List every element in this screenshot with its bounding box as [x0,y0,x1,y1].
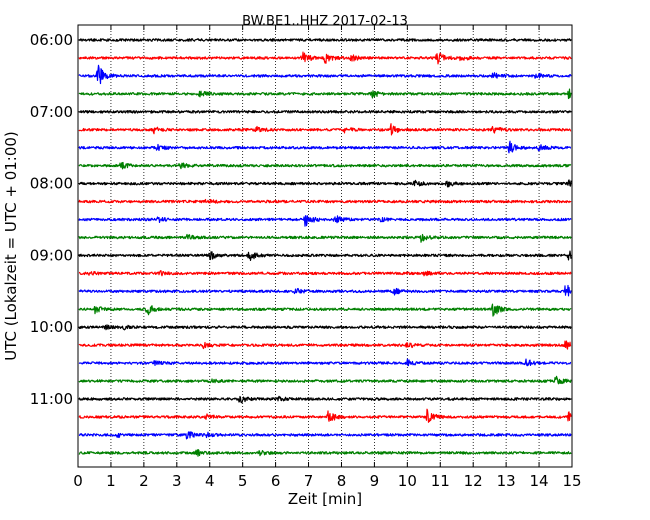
x-tick-label: 6 [271,472,281,490]
trace-1100 [78,395,572,404]
y-tick-label: 06:00 [30,31,73,49]
trace-0700 [78,110,572,114]
chart-title: BW.BE1..HHZ 2017-02-13 [242,14,408,29]
trace-0730 [78,140,572,154]
y-tick-label: 09:00 [30,246,73,264]
y-tick-label: 08:00 [30,175,73,193]
trace-1015 [78,340,572,350]
x-axis-label: Zeit [min] [288,490,362,508]
trace-0645 [78,88,572,100]
y-tick-label: 11:00 [30,390,73,408]
axes: 0 1 2 3 4 5 6 7 8 9 10 11 12 13 14 1506:0007:0008:0009:… [30,25,582,490]
x-tick-label: 15 [562,472,581,490]
y-tick-label: 10:00 [30,318,73,336]
trace-0745 [78,161,572,170]
x-tick-label: 10 [398,472,417,490]
trace-1045 [78,375,572,385]
x-tick-label: 12 [464,472,483,490]
trace-1000 [78,324,572,331]
trace-1145 [78,449,572,457]
trace-layer [78,38,572,457]
trace-0615 [78,51,572,65]
trace-1030 [78,358,572,367]
trace-0915 [78,270,572,277]
trace-0800 [78,179,572,188]
x-tick-label: 0 [73,472,83,490]
trace-0630 [78,64,572,85]
x-tick-label: 13 [497,472,516,490]
trace-1115 [78,408,572,423]
trace-0715 [78,123,572,136]
x-tick-label: 8 [337,472,347,490]
x-tick-label: 9 [370,472,380,490]
y-tick-label: 07:00 [30,103,73,121]
trace-1130 [78,431,572,440]
x-tick-label: 11 [431,472,450,490]
y-axis-label: UTC (Lokalzeit = UTC + 01:00) [2,131,20,361]
trace-0815 [78,198,572,204]
x-tick-label: 1 [106,472,116,490]
trace-0930 [78,284,572,297]
x-tick-label: 4 [205,472,215,490]
trace-0845 [78,233,572,243]
x-tick-label: 2 [139,472,149,490]
trace-0945 [78,303,572,317]
x-tick-label: 3 [172,472,182,490]
trace-0900 [78,250,572,261]
x-tick-label: 7 [304,472,314,490]
plot-frame [77,24,573,468]
trace-0830 [78,215,572,227]
x-tick-label: 14 [530,472,549,490]
x-tick-label: 5 [238,472,248,490]
trace-0600 [78,38,572,42]
